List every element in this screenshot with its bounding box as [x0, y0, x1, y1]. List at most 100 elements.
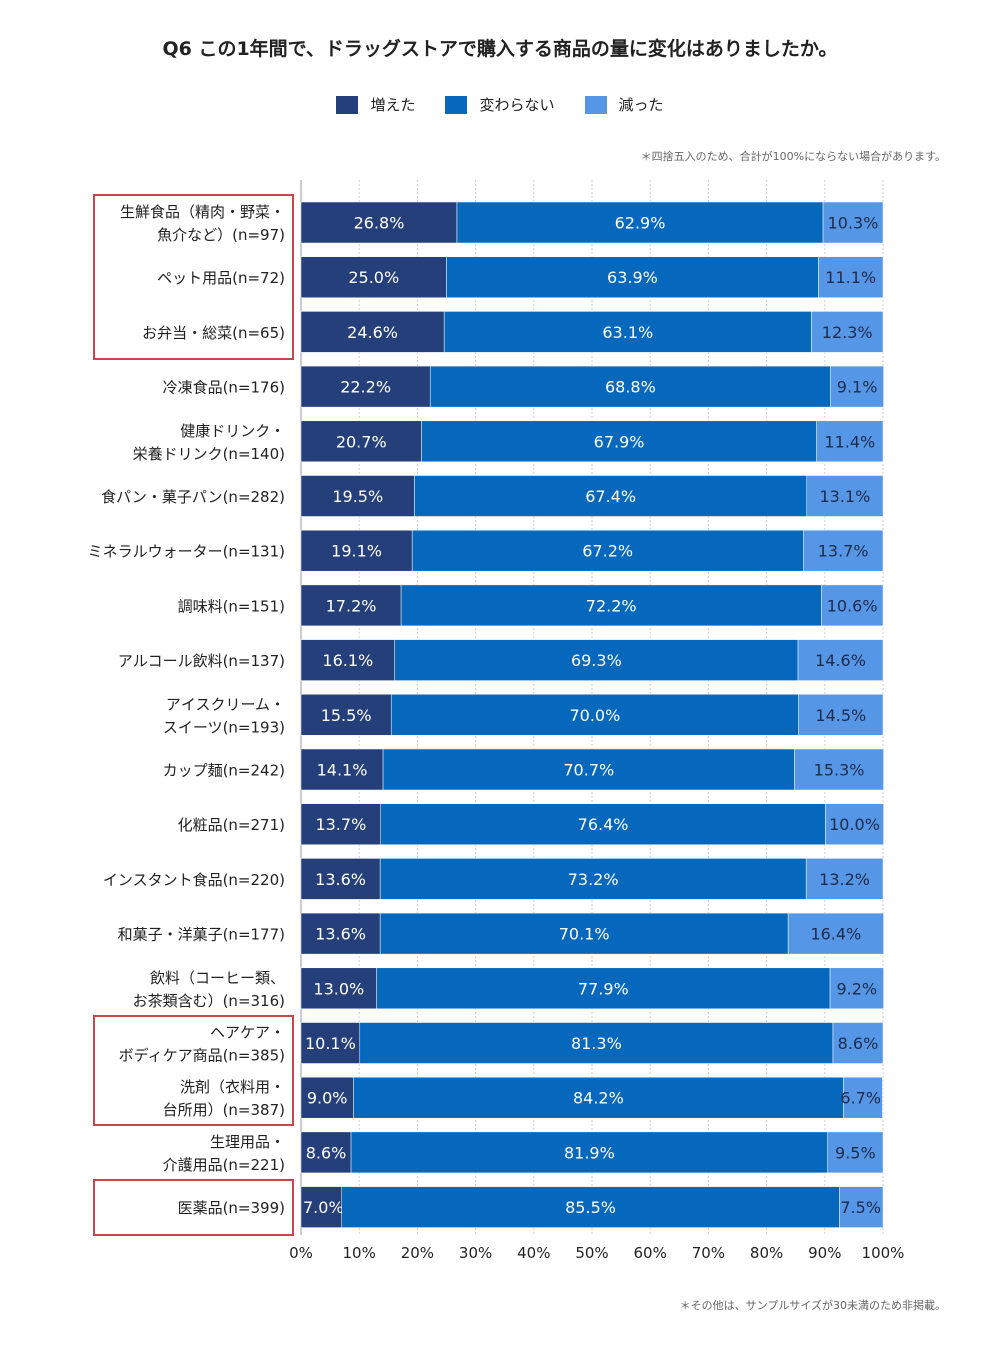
data-label: 10.1%: [305, 1034, 356, 1053]
bar-segment-decreased: [818, 256, 884, 298]
data-label: 16.1%: [322, 651, 373, 670]
category-label: ボディケア商品(n=385): [119, 1047, 285, 1065]
data-label: 81.3%: [571, 1034, 622, 1053]
category-label: 魚介など）(n=97): [157, 226, 285, 244]
category-label: スイーツ(n=193): [163, 718, 285, 736]
data-label: 62.9%: [615, 214, 666, 233]
highlight-box: [93, 1014, 294, 1127]
x-tick-label: 70%: [692, 1244, 725, 1262]
data-label: 16.4%: [810, 925, 861, 944]
data-label: 13.6%: [315, 870, 366, 889]
data-label: 11.1%: [825, 268, 876, 287]
bar-segment-unchanged: [414, 475, 808, 517]
bar-segment-decreased: [843, 1076, 883, 1119]
bar-segment-decreased: [827, 1131, 884, 1174]
category-label: 冷凍食品(n=176): [163, 379, 285, 397]
category-label: 栄養ドリンク(n=140): [133, 445, 285, 463]
data-label: 9.2%: [836, 979, 877, 998]
bar-segment-unchanged: [390, 694, 799, 736]
data-label: 13.6%: [315, 925, 366, 944]
data-label: 70.0%: [569, 706, 620, 725]
bar-segment-decreased: [830, 365, 884, 408]
legend-item-decreased: 減った: [584, 94, 664, 115]
bar-segment-unchanged: [359, 1022, 834, 1064]
category-label: インスタント食品(n=220): [103, 871, 285, 889]
data-label: 72.2%: [586, 596, 637, 615]
bar-segment-unchanged: [379, 912, 789, 955]
category-label: アルコール飲料(n=137): [118, 652, 285, 670]
bar-segment-unchanged: [376, 967, 831, 1010]
highlight-box: [93, 1178, 294, 1236]
data-label: 13.1%: [819, 487, 870, 506]
bar-segment-unchanged: [443, 311, 812, 353]
data-label: 17.2%: [326, 596, 377, 615]
bar-segment-decreased: [829, 967, 884, 1010]
bar-segment-unchanged: [446, 256, 819, 298]
legend-swatch-unchanged: [445, 95, 468, 114]
sample-size-note: ＊その他は、サンプルサイズが30未満のため非掲載。: [679, 1299, 946, 1312]
bar-segment-unchanged: [382, 748, 795, 791]
bar-segment-increased: [300, 694, 392, 736]
data-label: 10.6%: [827, 596, 878, 615]
category-label: 生鮮食品（精肉・野菜・: [120, 203, 285, 221]
bar-segment-decreased: [806, 475, 884, 517]
bar-segment-increased: [300, 858, 381, 900]
data-label: 15.3%: [814, 761, 865, 780]
chart-title: Q6 この1年間で、ドラッグストアで購入する商品の量に変化はありましたか。: [162, 38, 838, 60]
data-label: 19.1%: [331, 542, 382, 561]
bar-segment-increased: [300, 365, 431, 408]
bar-segment-increased: [300, 311, 445, 353]
bar-segment-decreased: [832, 1022, 884, 1064]
data-label: 8.6%: [306, 1143, 347, 1162]
chart-legend: 増えた 変わらない 減った: [0, 94, 1000, 115]
bar-segment-decreased: [797, 639, 884, 681]
legend-swatch-increased: [336, 95, 359, 114]
bar-segment-increased: [300, 529, 413, 572]
bar-segment-unchanged: [379, 858, 807, 900]
data-label: 13.2%: [819, 870, 870, 889]
bar-segment-unchanged: [353, 1076, 844, 1119]
bar-segment-unchanged: [380, 803, 826, 845]
data-label: 19.5%: [332, 487, 383, 506]
category-label: アイスクリーム・: [166, 695, 285, 713]
data-label: 7.5%: [840, 1198, 881, 1217]
data-label: 68.8%: [605, 378, 656, 397]
rounding-note: ＊四捨五入のため、合計が100%にならない場合があります。: [640, 150, 946, 163]
category-label: 飲料（コーヒー類、: [150, 969, 285, 987]
bar-segment-increased: [300, 420, 422, 463]
data-label: 13.7%: [818, 542, 869, 561]
data-label: 63.1%: [602, 323, 653, 342]
data-label: 14.5%: [815, 706, 866, 725]
data-label: 12.3%: [822, 323, 873, 342]
bar-segment-unchanged: [394, 639, 799, 681]
data-label: 67.9%: [594, 432, 645, 451]
bar-segment-decreased: [803, 529, 884, 572]
data-label: 24.6%: [347, 323, 398, 342]
bar-segment-increased: [300, 584, 402, 627]
category-label: ミネラルウォーター(n=131): [88, 543, 285, 561]
highlight-box: [93, 194, 294, 361]
bar-segment-increased: [300, 1186, 342, 1228]
bar-segment-decreased: [794, 748, 884, 791]
category-label: 和菓子・洋菓子(n=177): [118, 926, 285, 944]
bar-segment-unchanged: [429, 365, 831, 408]
category-label: 食パン・菓子パン(n=282): [101, 488, 285, 506]
bar-segment-increased: [300, 912, 381, 955]
data-label: 7.0%: [303, 1198, 344, 1217]
bar-segment-increased: [300, 201, 458, 244]
category-label: ペット用品(n=72): [157, 269, 285, 287]
data-label: 8.6%: [838, 1034, 879, 1053]
bar-segment-decreased: [805, 858, 884, 900]
category-label: 生理用品・: [210, 1133, 285, 1151]
bar-segment-increased: [300, 639, 395, 681]
data-label: 14.6%: [815, 651, 866, 670]
data-label: 6.7%: [840, 1089, 881, 1108]
category-label: 医薬品(n=399): [178, 1199, 285, 1217]
legend-item-increased: 増えた: [336, 94, 415, 115]
x-tick-label: 40%: [517, 1244, 550, 1262]
data-label: 63.9%: [607, 268, 658, 287]
legend-item-unchanged: 変わらない: [445, 94, 555, 115]
x-tick-label: 100%: [862, 1244, 905, 1262]
bar-segment-increased: [300, 1076, 354, 1119]
